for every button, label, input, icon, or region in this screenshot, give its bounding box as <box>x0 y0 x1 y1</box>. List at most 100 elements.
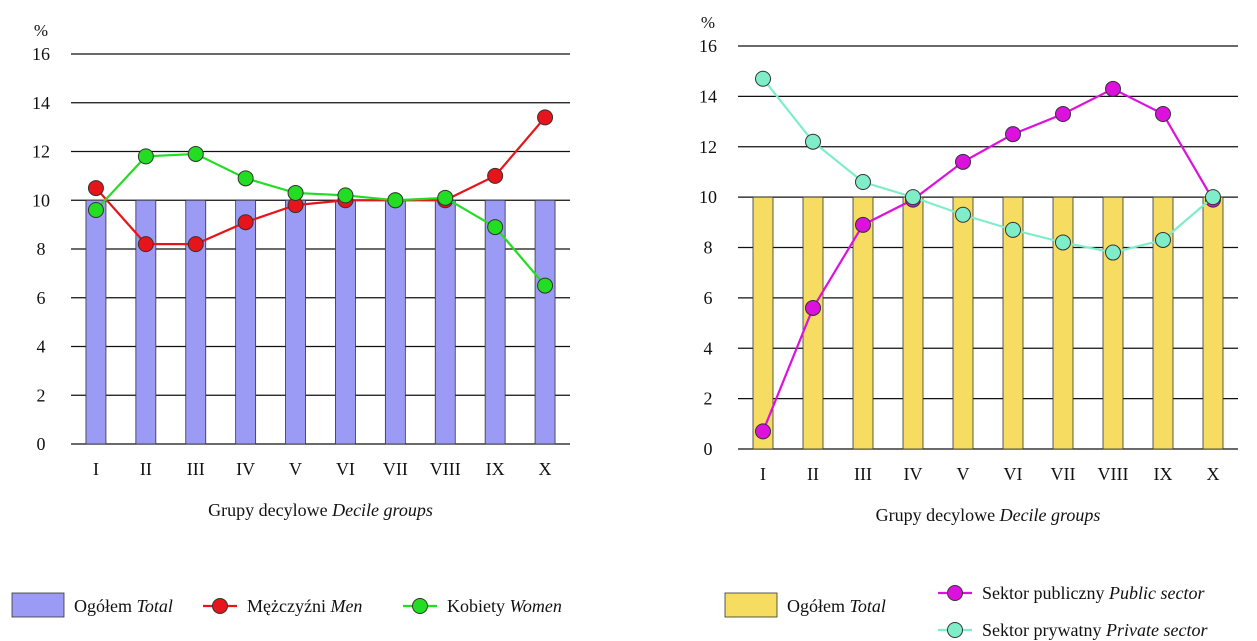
legend-ogolem-swatch <box>11 592 65 618</box>
series-point-0 <box>755 423 771 440</box>
y-unit-label: % <box>34 21 48 40</box>
legend-private-marker <box>947 622 963 638</box>
x-tick-label: X <box>539 459 552 479</box>
x-axis-title-plain: Grupy decylowe <box>208 500 332 520</box>
series-point-0 <box>1055 106 1071 123</box>
legend-ogolem-2-label: Ogółem Total <box>787 596 886 616</box>
legend-ogolem-label-italic: Total <box>137 596 173 616</box>
series-point-0 <box>1155 106 1171 123</box>
x-tick-label: II <box>140 459 152 479</box>
legend-private-label: Sektor prywatny Private sector <box>982 620 1208 640</box>
legend-public-marker <box>947 585 963 601</box>
y-tick-label: 10 <box>699 187 717 207</box>
bar-ogolem <box>802 196 824 450</box>
series-point-0 <box>187 236 204 253</box>
y-tick-label: 2 <box>37 385 46 405</box>
y-tick-label: 0 <box>37 434 46 454</box>
bar-ogolem <box>335 199 356 445</box>
x-tick-label: VI <box>336 459 355 479</box>
series-point-1 <box>805 133 821 150</box>
bar-ogolem <box>135 199 157 445</box>
legend-men-marker <box>212 598 228 614</box>
x-tick-label: V <box>957 464 970 484</box>
series-point-0 <box>955 153 971 170</box>
x-tick-label: IV <box>904 464 923 484</box>
series-point-1 <box>487 219 504 236</box>
series-point-1 <box>755 70 771 87</box>
x-tick-label: VIII <box>430 459 461 479</box>
legend-ogolem-label: Ogółem Total <box>74 596 173 616</box>
legend-ogolem-2-label-plain: Ogółem <box>787 596 850 616</box>
x-axis-title-plain: Grupy decylowe <box>876 505 1000 525</box>
series-point-1 <box>137 148 154 165</box>
y-tick-label: 12 <box>699 137 717 157</box>
y-tick-label: 8 <box>37 239 46 259</box>
x-axis-title: Grupy decylowe Decile groups <box>208 500 433 520</box>
series-line-1 <box>762 78 1214 254</box>
bar-ogolem <box>534 199 556 445</box>
bar-ogolem <box>434 199 456 445</box>
y-tick-label: 12 <box>32 142 50 162</box>
series-point-1 <box>1155 231 1171 248</box>
bar-ogolem <box>1002 196 1024 450</box>
bar-ogolem <box>1202 196 1224 450</box>
series-line-1 <box>95 152 546 287</box>
y-unit-label: % <box>701 13 715 32</box>
legend-public-private: Ogółem Total Sektor publiczny Public sect… <box>724 583 1208 640</box>
series-point-1 <box>855 174 871 191</box>
legend-men-women: Ogółem Total Mężczyźni Men Kobiety Women <box>11 592 562 618</box>
series-point-1 <box>87 202 104 218</box>
series-point-0 <box>487 167 504 184</box>
bar-ogolem <box>752 196 774 450</box>
series-point-1 <box>287 184 304 201</box>
series-point-1 <box>905 189 921 206</box>
legend-women-label-italic: Women <box>510 596 562 616</box>
x-tick-label: X <box>1207 464 1220 484</box>
x-tick-label: III <box>187 459 205 479</box>
series-point-1 <box>337 187 354 204</box>
legend-women-label-plain: Kobiety <box>447 596 510 616</box>
series-line-0 <box>761 87 1214 432</box>
series-point-1 <box>1105 244 1121 261</box>
y-tick-label: 8 <box>704 238 713 258</box>
series-point-1 <box>1005 221 1021 238</box>
legend-men-label-italic: Men <box>329 596 362 616</box>
series-point-0 <box>805 299 821 316</box>
x-tick-label: V <box>289 459 302 479</box>
series-point-1 <box>437 189 454 206</box>
bar-ogolem <box>484 199 506 445</box>
legend-ogolem-2-label-italic: Total <box>850 596 886 616</box>
y-tick-label: 6 <box>37 288 46 308</box>
x-axis-title: Grupy decylowe Decile groups <box>876 505 1101 525</box>
x-tick-label: IX <box>486 459 505 479</box>
bar-ogolem <box>235 199 257 445</box>
series-point-0 <box>1005 126 1021 143</box>
series-line-0 <box>95 116 546 246</box>
legend-public-label-italic: Public sector <box>1108 583 1205 603</box>
legend-private-label-plain: Sektor prywatny <box>982 620 1106 640</box>
y-tick-label: 14 <box>32 93 50 113</box>
y-tick-label: 6 <box>704 288 713 308</box>
bar-ogolem <box>852 196 874 450</box>
legend-public-label: Sektor publiczny Public sector <box>982 583 1205 603</box>
bar-ogolem <box>85 199 107 445</box>
legend-private-label-italic: Private sector <box>1105 620 1208 640</box>
x-tick-label: I <box>760 464 766 484</box>
legend-women-marker <box>412 598 428 614</box>
bar-ogolem <box>1102 196 1124 450</box>
legend-men-label-plain: Mężczyźni <box>247 596 330 616</box>
series-point-1 <box>187 145 204 162</box>
legend-ogolem-label-plain: Ogółem <box>74 596 137 616</box>
series-point-1 <box>1055 234 1071 251</box>
bar-ogolem <box>902 196 924 450</box>
x-axis-title-italic: Decile groups <box>331 500 433 520</box>
legend-public-label-plain: Sektor publiczny <box>982 583 1109 603</box>
bar-ogolem <box>952 196 974 450</box>
y-tick-label: 16 <box>699 36 717 56</box>
x-axis-title-italic: Decile groups <box>999 505 1101 525</box>
series-point-1 <box>1205 189 1221 206</box>
bar-ogolem <box>285 199 306 445</box>
